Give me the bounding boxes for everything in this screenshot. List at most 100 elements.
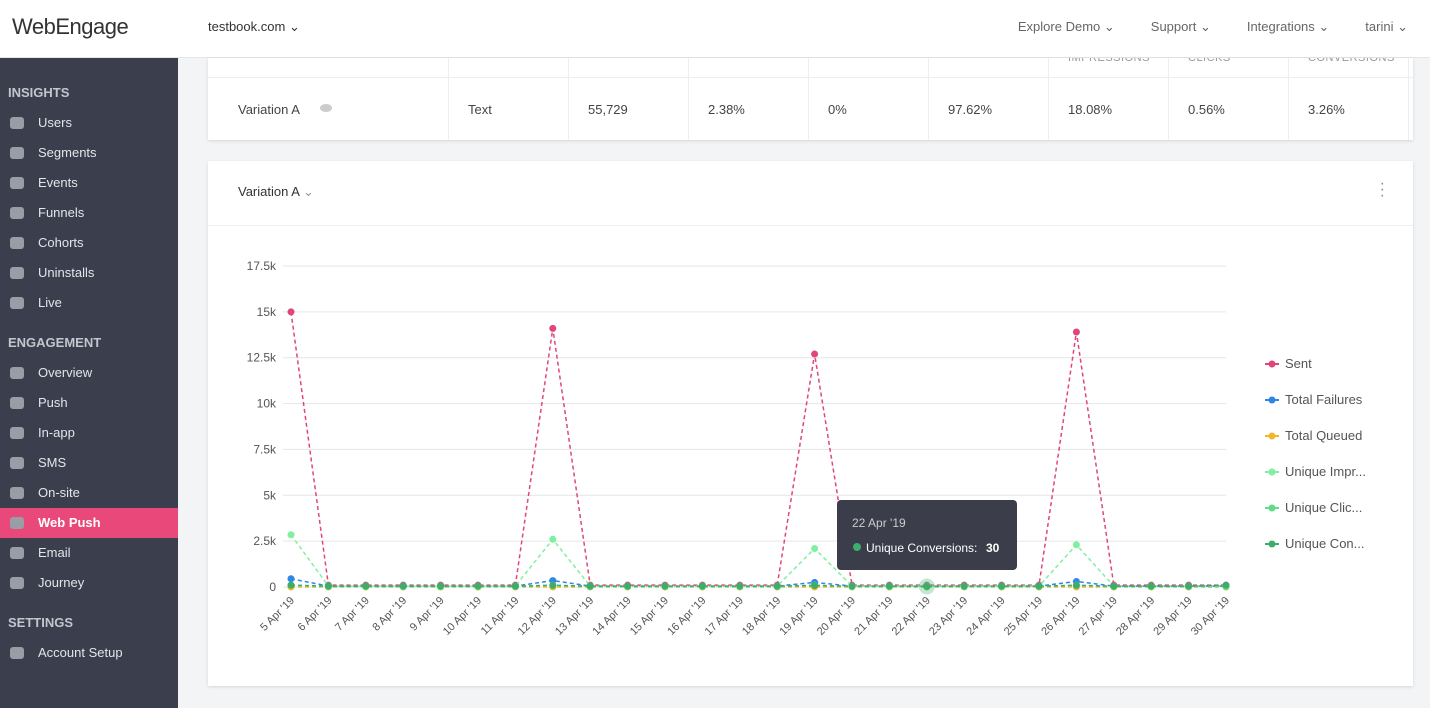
x-tick-label: 17 Apr '19 [703, 595, 746, 638]
legend-label[interactable]: Unique Impr... [1285, 464, 1366, 479]
x-tick-label: 9 Apr '19 [408, 595, 447, 634]
cell: 2.38% [708, 102, 745, 117]
nav-link[interactable]: Segments [0, 138, 178, 168]
data-point[interactable] [549, 581, 557, 589]
data-point[interactable] [287, 575, 295, 583]
data-point[interactable] [474, 582, 482, 590]
legend-dot [1268, 504, 1276, 512]
nav-link[interactable]: Journey [0, 568, 178, 598]
x-tick-label: 23 Apr '19 [927, 595, 970, 638]
nav-link[interactable]: On-site [0, 478, 178, 508]
cell: 3.26% [1308, 102, 1345, 117]
column-header: CONVERSIONS [1308, 58, 1395, 64]
data-point[interactable] [511, 582, 519, 590]
data-point[interactable] [287, 308, 295, 316]
nav-link[interactable]: Overview [0, 358, 178, 388]
data-point[interactable] [1072, 328, 1080, 336]
series-line [290, 534, 1226, 587]
column-divider [1288, 58, 1289, 140]
legend-label[interactable]: Total Failures [1285, 392, 1363, 407]
data-point[interactable] [923, 582, 931, 590]
nav-link[interactable]: Push [0, 388, 178, 418]
account-selector[interactable]: testbook.com ⌄ [208, 19, 300, 34]
nav-link[interactable]: Users [0, 108, 178, 138]
x-tick-label: 13 Apr '19 [553, 595, 596, 638]
series-line [290, 311, 1226, 586]
data-point[interactable] [811, 350, 819, 358]
legend-label[interactable]: Unique Con... [1285, 536, 1365, 551]
nav-link[interactable]: Web Push [0, 508, 178, 538]
y-tick-label: 15k [257, 305, 277, 319]
data-point[interactable] [736, 582, 744, 590]
y-tick-label: 5k [263, 488, 277, 502]
data-point[interactable] [1072, 581, 1080, 589]
data-point[interactable] [287, 531, 295, 539]
nav-link[interactable]: Account Setup [0, 638, 178, 668]
x-tick-label: 10 Apr '19 [441, 595, 484, 638]
data-point[interactable] [586, 582, 594, 590]
nav-link[interactable]: Cohorts [0, 228, 178, 258]
data-point[interactable] [885, 582, 893, 590]
nav-item[interactable]: Integrations ⌄ [1246, 19, 1330, 34]
nav-link[interactable]: Uninstalls [0, 258, 178, 288]
data-point[interactable] [773, 582, 781, 590]
x-tick-label: 21 Apr '19 [852, 595, 895, 638]
tooltip-title: 22 Apr '19 [852, 516, 906, 530]
tooltip-box [837, 500, 1017, 570]
legend-label[interactable]: Unique Clic... [1285, 500, 1362, 515]
data-point[interactable] [698, 582, 706, 590]
nav-item[interactable]: tarini ⌄ [1365, 19, 1408, 34]
data-point[interactable] [1110, 582, 1118, 590]
sidebar: INSIGHTS Users Segments Events Funnels Cohort… [0, 58, 178, 708]
cell: 97.62% [948, 102, 993, 117]
nav-link[interactable]: Email [0, 538, 178, 568]
logo[interactable]: WebEngage [12, 14, 129, 39]
data-point[interactable] [811, 544, 819, 552]
x-tick-label: 7 Apr '19 [333, 595, 372, 634]
data-point[interactable] [1072, 541, 1080, 549]
data-point[interactable] [624, 582, 632, 590]
data-point[interactable] [437, 582, 445, 590]
y-tick-label: 0 [269, 580, 276, 594]
nav-link[interactable]: SMS [0, 448, 178, 478]
data-point[interactable] [1035, 582, 1043, 590]
x-tick-label: 20 Apr '19 [815, 595, 858, 638]
nav-link[interactable]: In-app [0, 418, 178, 448]
data-point[interactable] [549, 535, 557, 543]
legend-label[interactable]: Total Queued [1285, 428, 1362, 443]
data-point[interactable] [998, 582, 1006, 590]
more-menu[interactable]: · · · [1379, 175, 1385, 204]
nav-link[interactable]: Funnels [0, 198, 178, 228]
y-tick-label: 7.5k [253, 442, 277, 456]
nav-item[interactable]: Explore Demo ⌄ [1017, 19, 1115, 34]
data-point[interactable] [661, 582, 669, 590]
x-tick-label: 25 Apr '19 [1002, 595, 1045, 638]
data-point[interactable] [362, 582, 370, 590]
nav-link[interactable]: Live [0, 288, 178, 318]
eye-icon[interactable] [320, 104, 332, 112]
nav-link[interactable]: Events [0, 168, 178, 198]
account-name: testbook.com [208, 19, 286, 34]
nav-item[interactable]: Support ⌄ [1150, 19, 1211, 34]
data-point[interactable] [549, 324, 557, 332]
column-divider [808, 58, 809, 140]
data-point[interactable] [811, 582, 819, 590]
data-point[interactable] [1185, 582, 1193, 590]
cell: 0.56% [1188, 102, 1225, 117]
variation-dropdown[interactable]: Variation A ⌄ [238, 184, 314, 199]
data-point[interactable] [1222, 581, 1230, 589]
data-point[interactable] [1147, 582, 1155, 590]
data-point[interactable] [324, 582, 332, 590]
column-divider [688, 58, 689, 140]
cell: Variation A [238, 102, 300, 117]
data-point[interactable] [399, 582, 407, 590]
data-point[interactable] [960, 582, 968, 590]
series-line [290, 584, 1227, 588]
tooltip-dot [853, 543, 861, 551]
legend-dot [1268, 396, 1276, 404]
data-point[interactable] [848, 582, 856, 590]
legend-label[interactable]: Sent [1285, 356, 1312, 371]
column-header: CLICKS [1188, 58, 1231, 64]
data-point[interactable] [287, 581, 295, 589]
